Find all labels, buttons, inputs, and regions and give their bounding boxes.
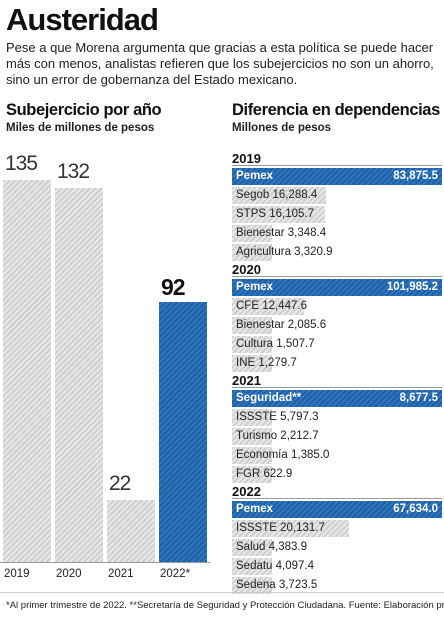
dependency-bar <box>232 206 326 223</box>
group-rule <box>232 387 442 388</box>
dependency-label: Sedatu 4,097.4 <box>236 560 315 572</box>
year-bar-value: 135 <box>5 152 38 175</box>
dependency-label: Economía 1,385.0 <box>236 449 330 461</box>
year-bar <box>55 188 103 562</box>
dependency-bar <box>232 355 272 372</box>
group-year-label: 2021 <box>232 373 261 388</box>
dependency-label: Pemex <box>236 281 274 293</box>
group-rule <box>232 165 442 166</box>
dependency-bar <box>232 520 349 537</box>
dependency-value: 83,875.5 <box>393 170 438 182</box>
dependency-bar <box>232 187 327 204</box>
group-year-label: 2020 <box>232 262 261 277</box>
year-bar <box>107 499 155 562</box>
year-bar <box>159 301 207 562</box>
dependency-label: Seguridad** <box>236 392 302 404</box>
dependency-bar <box>232 466 272 483</box>
top-dependency-bar <box>232 168 442 185</box>
dependency-bar <box>232 539 272 556</box>
group-year-label: 2022 <box>232 484 261 499</box>
baseline <box>0 562 210 563</box>
dependency-value: 101,985.2 <box>386 281 438 293</box>
dependency-label: CFE 12,447.6 <box>236 300 307 312</box>
top-dependency-bar <box>232 390 442 407</box>
dependency-label: FGR 622.9 <box>236 468 293 480</box>
group-rule <box>232 276 442 277</box>
dependency-label: Segob 16,288.4 <box>236 189 318 201</box>
top-dependency-bar <box>232 279 442 296</box>
dependency-bar <box>232 447 272 464</box>
year-tick-label: 2020 <box>56 568 82 580</box>
right-chart-subtitle: Millones de pesos <box>232 122 332 134</box>
dependency-label: Turismo 2,212.7 <box>236 430 319 442</box>
left-chart-title: Subejercicio por año <box>6 101 162 119</box>
dependency-bar <box>232 298 305 315</box>
dependency-label: ISSSTE 20,131.7 <box>236 522 325 534</box>
dependency-bar <box>232 577 272 594</box>
dependency-bar <box>232 317 272 334</box>
group-year-label: 2019 <box>232 151 261 166</box>
dependency-label: Pemex <box>236 503 274 515</box>
intro-text: Pese a que Morena argumenta que gracias … <box>6 40 434 87</box>
dependency-label: Salud 4,383.9 <box>236 541 307 553</box>
left-chart-subtitle: Miles de millones de pesos <box>6 122 155 134</box>
dependency-label: Agricultura 3,320.9 <box>236 246 333 258</box>
dependency-label: ISSSTE 5,797.3 <box>236 411 319 423</box>
footnote: *Al primer trimestre de 2022. **Secretar… <box>6 600 444 611</box>
year-tick-label: 2021 <box>108 568 134 580</box>
dependency-bar <box>232 428 272 445</box>
dependency-bar <box>232 225 272 242</box>
top-dependency-bar <box>232 501 442 518</box>
dependency-bar <box>232 244 272 261</box>
dependency-label: INE 1,279.7 <box>236 357 297 369</box>
year-bar-value: 132 <box>57 160 90 184</box>
dependency-label: Bienestar 2,085.6 <box>236 319 327 331</box>
dependency-bar <box>232 558 272 575</box>
footer-divider <box>0 592 444 593</box>
year-bar <box>3 180 51 562</box>
year-tick-label: 2022* <box>160 568 191 580</box>
dependency-label: Pemex <box>236 170 274 182</box>
dependency-bar <box>232 336 272 353</box>
dependency-value: 8,677.5 <box>399 392 438 404</box>
year-bar-value: 22 <box>109 471 131 495</box>
dependency-label: Cultura 1,507.7 <box>236 338 315 350</box>
dependency-bar <box>232 409 272 426</box>
dependency-label: Sedena 3,723.5 <box>236 579 318 591</box>
page-title: Austeridad <box>6 2 159 37</box>
dependency-value: 67,634.0 <box>393 503 438 515</box>
year-bar-value: 92 <box>161 273 186 300</box>
group-rule <box>232 498 442 499</box>
dependency-label: Bienestar 3,348.4 <box>236 227 327 239</box>
year-tick-label: 2019 <box>4 568 30 580</box>
dependency-label: STPS 16,105.7 <box>236 208 314 220</box>
right-chart-title: Diferencia en dependencias <box>232 101 440 119</box>
